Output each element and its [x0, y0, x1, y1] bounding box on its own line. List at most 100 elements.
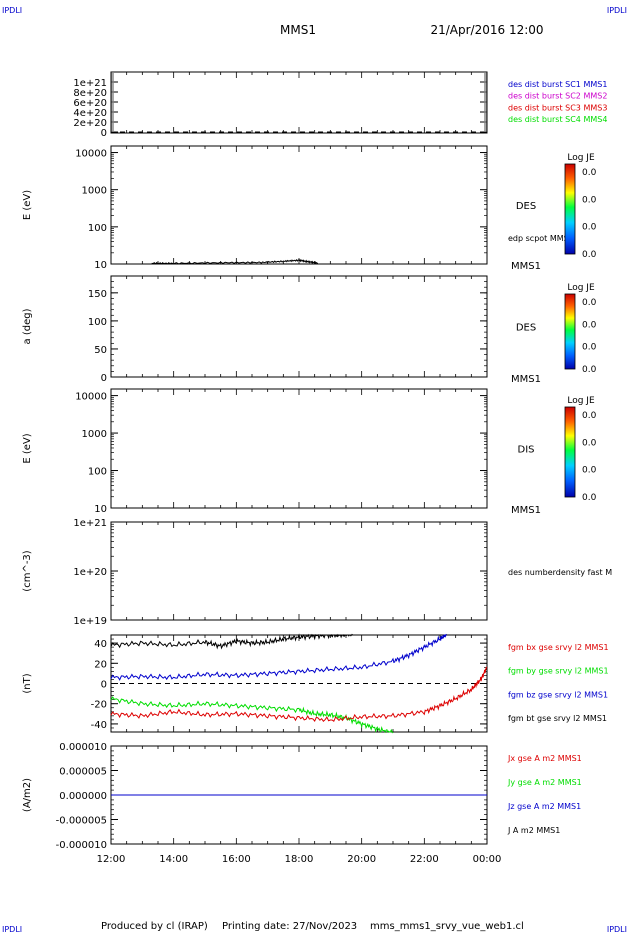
colorbar-tick-label: 0.0 — [582, 168, 597, 178]
y-axis-label: E (eV) — [22, 190, 33, 220]
panel-dis-energy: 10 100 1000 10000 E (eV) DIS MMS1 Log JE 0.0 0.0 0… — [22, 388, 597, 516]
colorbar-tick-label: 0.0 — [582, 466, 597, 476]
colorbar-title: Log JE — [567, 153, 595, 163]
y-tick-label: 0.000010 — [59, 742, 107, 753]
series-line — [110, 633, 447, 681]
instrument-label: DES — [516, 201, 536, 212]
colorbar-tick-label: 0.0 — [582, 223, 597, 233]
y-axis-label: (nT) — [22, 673, 33, 693]
y-tick-label: 1000 — [82, 429, 107, 440]
y-tick-label: 100 — [88, 317, 107, 328]
y-tick-label: 100 — [88, 467, 107, 478]
colorbar-tick-label: 0.0 — [582, 343, 597, 353]
colorbar — [564, 293, 576, 370]
spacecraft-label: MMS1 — [511, 374, 541, 385]
y-tick-label: -40 — [91, 720, 107, 731]
spacecraft-label: MMS1 — [511, 261, 541, 272]
time-tick-label: 16:00 — [222, 854, 251, 865]
y-tick-label: 1e+21 — [73, 518, 107, 529]
y-tick-label: 0 — [101, 680, 107, 691]
y-tick-label: 2e+20 — [73, 118, 107, 129]
y-axis-label: (A/m2) — [22, 778, 33, 812]
series-line — [110, 633, 353, 650]
colorbar-tick-label: 0.0 — [582, 365, 597, 375]
page-date: 21/Apr/2016 12:00 — [430, 23, 543, 37]
colorbar-title: Log JE — [567, 396, 595, 406]
panel-frame — [110, 275, 488, 378]
legend-entry: des dist burst SC4 MMS4 — [508, 115, 607, 124]
overlay-label: edp scpot MMS1 — [508, 234, 574, 243]
y-tick-label: 10 — [94, 504, 107, 515]
panel-frame — [110, 521, 488, 621]
instrument-label: DES — [516, 323, 536, 334]
y-tick-label: -20 — [91, 700, 107, 711]
y-tick-label: 10 — [94, 260, 107, 271]
panel-current: -0.000010 -0.000005 0.000000 0.000005 0.0000… — [22, 742, 582, 851]
y-tick-label: 50 — [94, 345, 107, 356]
y-tick-label: 0.000000 — [59, 791, 107, 802]
legend-entry: fgm by gse srvy l2 MMS1 — [508, 667, 609, 676]
legend-entry: des dist burst SC2 MMS2 — [508, 92, 607, 101]
y-axis-label: a (deg) — [22, 308, 33, 344]
legend-entry: fgm bt gse srvy l2 MMS1 — [508, 714, 607, 723]
y-tick-label: -0.000010 — [56, 840, 107, 851]
colorbar — [564, 163, 576, 255]
corner-label-bottom-right: IPDLI — [607, 925, 627, 934]
y-tick-label: 40 — [94, 639, 107, 650]
colorbar-tick-label: 0.0 — [582, 438, 597, 448]
time-tick-label: 20:00 — [347, 854, 376, 865]
y-tick-label: 0 — [101, 128, 107, 139]
panel-des-pitch: 0 50 100 150 a (deg) DES MMS1 Log JE 0.0 0.0 0.0 0.… — [22, 275, 597, 385]
footer-filename: mms_mms1_srvy_vue_web1.cl — [370, 921, 524, 932]
colorbar-tick-label: 0.0 — [582, 320, 597, 330]
instrument-label: DIS — [518, 445, 535, 456]
time-tick-label: 22:00 — [410, 854, 439, 865]
y-tick-label: 4e+20 — [73, 108, 107, 119]
y-tick-label: 0.000005 — [59, 767, 107, 778]
time-tick-label: 12:00 — [97, 854, 126, 865]
corner-label-top-left: IPDLI — [2, 6, 22, 15]
y-tick-label: -0.000005 — [56, 816, 107, 827]
y-tick-label: 0 — [101, 373, 107, 384]
time-axis: 12:00 14:00 16:00 18:00 20:00 22:00 00:00 — [97, 854, 502, 865]
legend-entry: Jy gse A m2 MMS1 — [507, 778, 582, 787]
legend-entry: des dist burst SC3 MMS3 — [508, 103, 607, 112]
footer-producer: Produced by cl (IRAP) — [101, 921, 208, 932]
time-tick-label: 14:00 — [159, 854, 188, 865]
page-title: MMS1 — [280, 23, 316, 37]
y-tick-label: 1000 — [82, 186, 107, 197]
y-tick-label: 1e+19 — [73, 616, 107, 627]
colorbar — [564, 406, 576, 498]
y-tick-label: 150 — [88, 289, 107, 300]
panel-frame — [110, 388, 488, 509]
y-tick-label: 1e+20 — [73, 567, 107, 578]
y-tick-label: 6e+20 — [73, 98, 107, 109]
colorbar-title: Log JE — [567, 283, 595, 293]
colorbar-tick-label: 0.0 — [582, 250, 597, 260]
y-tick-label: 8e+20 — [73, 88, 107, 99]
legend-entry: J A m2 MMS1 — [507, 826, 560, 835]
legend-entry: des dist burst SC1 MMS1 — [508, 80, 607, 89]
time-tick-label: 00:00 — [473, 854, 502, 865]
footer-printing-date: Printing date: 27/Nov/2023 — [222, 921, 357, 932]
legend-entry: des numberdensity fast M — [508, 568, 612, 577]
panel-frame — [110, 71, 488, 134]
legend-entry: Jz gse A m2 MMS1 — [507, 802, 581, 811]
legend-entry: fgm bz gse srvy l2 MMS1 — [508, 690, 608, 699]
series-line — [151, 258, 319, 265]
panel-frame — [110, 145, 488, 265]
time-tick-label: 18:00 — [285, 854, 314, 865]
y-axis-label: (cm^-3) — [22, 550, 33, 591]
corner-label-bottom-left: IPDLI — [2, 925, 22, 934]
spacecraft-label: MMS1 — [511, 505, 541, 516]
y-tick-label: 20 — [94, 659, 107, 670]
corner-label-top-right: IPDLI — [607, 6, 627, 15]
y-tick-label: 10000 — [75, 392, 107, 403]
colorbar-tick-label: 0.0 — [582, 298, 597, 308]
legend-entry: Jx gse A m2 MMS1 — [507, 754, 582, 763]
colorbar-tick-label: 0.0 — [582, 411, 597, 421]
panel-density: 1e+19 1e+20 1e+21 (cm^-3) des numberdensity … — [22, 518, 612, 627]
